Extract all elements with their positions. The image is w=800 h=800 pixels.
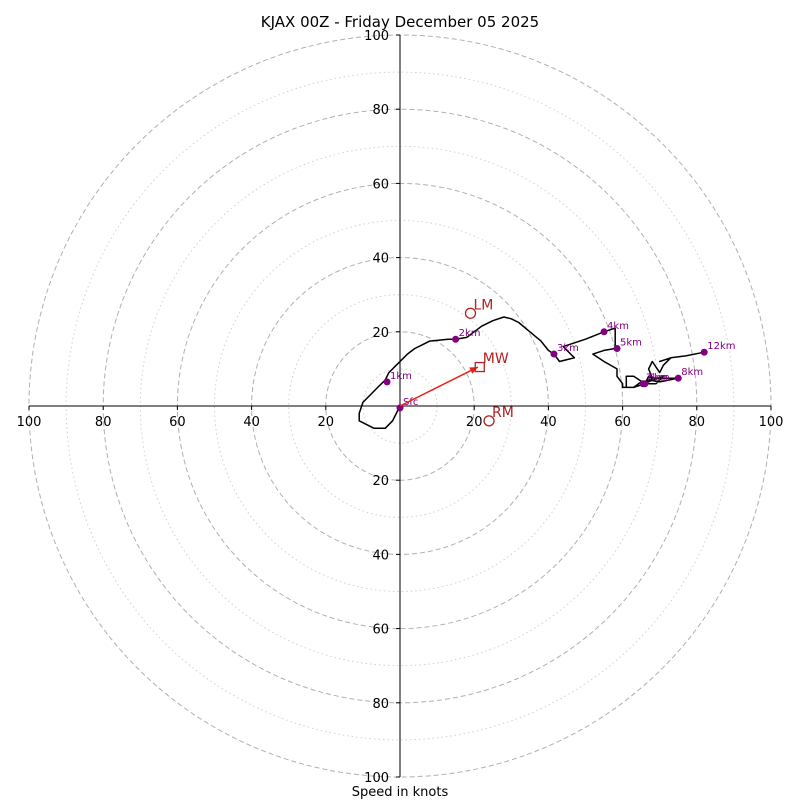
x-axis-label: Speed in knots <box>352 785 449 800</box>
y-tick-label: 100 <box>364 29 389 44</box>
motion-marker-MW <box>474 361 485 373</box>
motion-marker-LM <box>464 307 477 319</box>
y-tick-label: 80 <box>372 103 389 118</box>
y-tick-label: 60 <box>372 623 389 638</box>
y-tick-label: 80 <box>372 697 389 712</box>
x-tick-label: 40 <box>540 415 557 430</box>
y-tick-label: 40 <box>372 548 389 563</box>
height-label-4km: 4km <box>607 321 629 332</box>
height-label-12km: 12km <box>707 341 735 352</box>
x-tick-label: 40 <box>243 415 260 430</box>
x-tick-label: 100 <box>17 415 42 430</box>
height-marker-8km <box>674 374 682 382</box>
x-tick-label: 80 <box>95 415 112 430</box>
chart-title: KJAX 00Z - Friday December 05 2025 <box>261 13 539 31</box>
y-tick-label: 40 <box>372 252 389 267</box>
height-marker-Sfc <box>396 404 404 412</box>
height-label-6km: 6km <box>648 373 670 384</box>
hodograph-trace <box>358 316 705 430</box>
height-marker-7km <box>639 380 647 388</box>
height-label-8km: 8km <box>681 367 703 378</box>
x-tick-label: 100 <box>759 415 784 430</box>
mean-wind-arrow <box>399 366 479 407</box>
height-label-2km: 2km <box>459 328 481 339</box>
x-tick-label: 20 <box>466 415 483 430</box>
height-marker-2km <box>452 335 460 343</box>
height-marker-4km <box>600 328 608 336</box>
x-tick-label: 20 <box>318 415 335 430</box>
y-tick-label: 100 <box>364 771 389 786</box>
height-marker-1km <box>383 378 391 386</box>
storm-motion-markers: LM RM MW <box>399 297 514 427</box>
motion-label-LM: LM <box>473 297 493 313</box>
motion-label-RM: RM <box>492 405 514 421</box>
height-label-Sfc: Sfc <box>403 397 418 408</box>
x-tick-label: 60 <box>169 415 186 430</box>
y-tick-label: 60 <box>372 177 389 192</box>
x-tick-label: 80 <box>689 415 706 430</box>
y-tick-label: 20 <box>372 326 389 341</box>
height-label-3km: 3km <box>557 343 579 354</box>
height-label-5km: 5km <box>620 337 642 348</box>
motion-marker-RM <box>483 415 495 427</box>
y-tick-label: 20 <box>372 474 389 489</box>
height-label-1km: 1km <box>390 371 412 382</box>
tick-labels: 100 80 60 40 20 20 40 60 80 100 100 80 60 40 20 20 40 60 8… <box>17 29 784 786</box>
x-tick-label: 60 <box>614 415 631 430</box>
height-marker-5km <box>613 344 621 352</box>
height-marker-3km <box>550 350 558 358</box>
height-label-7km: 7km <box>646 373 668 384</box>
height-marker-12km <box>700 348 708 356</box>
hodograph-trace-layer <box>358 316 705 430</box>
motion-label-MW: MW <box>483 351 509 367</box>
